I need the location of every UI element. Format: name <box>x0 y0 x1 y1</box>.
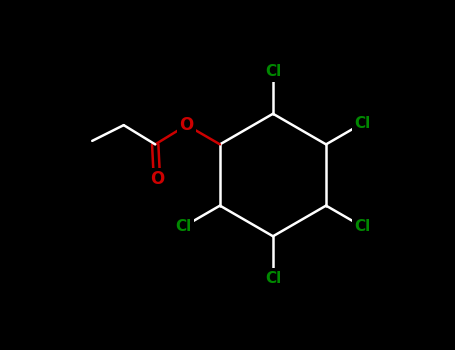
Text: Cl: Cl <box>354 219 370 234</box>
Text: O: O <box>180 116 194 134</box>
Text: Cl: Cl <box>176 219 192 234</box>
Text: Cl: Cl <box>265 64 281 79</box>
Text: O: O <box>150 170 164 188</box>
Text: Cl: Cl <box>265 271 281 286</box>
Text: Cl: Cl <box>354 116 370 131</box>
